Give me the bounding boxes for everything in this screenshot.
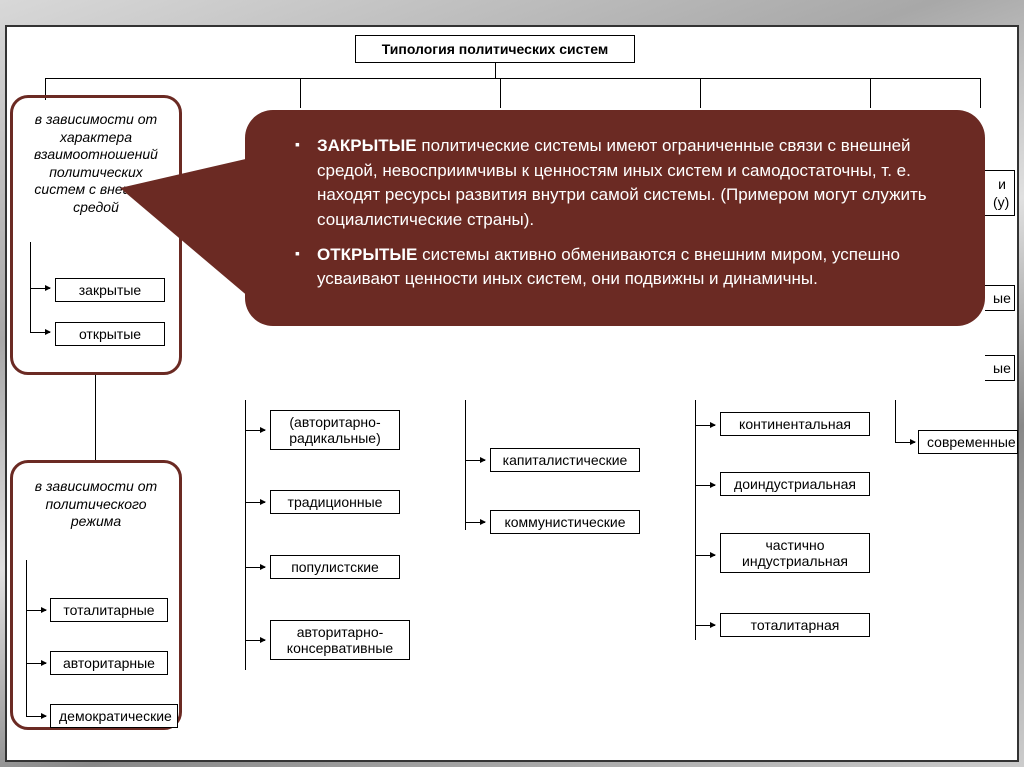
arrow-icon — [465, 522, 485, 523]
arrow-icon — [26, 716, 46, 717]
col5-item: частично индустриальная — [720, 533, 870, 573]
connector — [30, 242, 31, 332]
connector — [26, 560, 27, 716]
connector — [495, 63, 496, 78]
arrow-icon — [30, 288, 50, 289]
connector — [95, 375, 96, 460]
arrow-icon — [26, 663, 46, 664]
col2-item: авторитарные — [50, 651, 168, 675]
callout-list: ЗАКРЫТЫЕ политические системы имеют огра… — [295, 134, 951, 292]
col4-item: капиталистические — [490, 448, 640, 472]
partial-text: (у) — [993, 194, 1009, 210]
diagram-title: Типология политических систем — [355, 35, 635, 63]
arrow-icon — [695, 625, 715, 626]
col5-item: континентальная — [720, 412, 870, 436]
connector — [980, 78, 981, 108]
col6-partial-header: и (у) — [985, 170, 1015, 216]
arrow-icon — [245, 502, 265, 503]
callout-bold: ЗАКРЫТЫЕ — [317, 136, 417, 155]
col3-item: традиционные — [270, 490, 400, 514]
item-label: авторитарно-консервативные — [287, 624, 393, 656]
arrow-icon — [465, 460, 485, 461]
connector — [245, 400, 246, 670]
arrow-icon — [695, 555, 715, 556]
item-label: (авторитарно-радикальные) — [289, 414, 381, 446]
arrow-icon — [30, 332, 50, 333]
arrow-icon — [895, 442, 915, 443]
partial-text: и — [998, 176, 1006, 192]
arrow-icon — [695, 425, 715, 426]
connector — [700, 78, 701, 108]
col3-item: (авторитарно-радикальные) — [270, 410, 400, 450]
arrow-icon — [245, 640, 265, 641]
arrow-icon — [695, 485, 715, 486]
connector — [300, 78, 301, 108]
col3-item: авторитарно-консервативные — [270, 620, 410, 660]
connector — [500, 78, 501, 108]
col6-item: современные — [918, 430, 1018, 454]
connector — [895, 400, 896, 442]
col2-item: тоталитарные — [50, 598, 168, 622]
item-label: частично индустриальная — [742, 537, 848, 569]
col5-item: тоталитарная — [720, 613, 870, 637]
col2-item: демократические — [50, 704, 178, 728]
col1-item: открытые — [55, 322, 165, 346]
col3-item: популистские — [270, 555, 400, 579]
col4-item: коммунистические — [490, 510, 640, 534]
callout-pointer — [120, 158, 250, 298]
connector — [465, 400, 466, 530]
arrow-icon — [245, 430, 265, 431]
connector — [45, 78, 980, 79]
callout-box: ЗАКРЫТЫЕ политические системы имеют огра… — [245, 110, 985, 326]
col2-header: в зависимости от политического режима — [20, 472, 172, 537]
connector — [870, 78, 871, 108]
connector — [695, 400, 696, 640]
callout-bold: ОТКРЫТЫЕ — [317, 245, 417, 264]
arrow-icon — [245, 567, 265, 568]
col5-item: доиндустриальная — [720, 472, 870, 496]
col6-partial-item: ые — [985, 355, 1015, 381]
col6-partial-item: ые — [985, 285, 1015, 311]
arrow-icon — [26, 610, 46, 611]
callout-item: ЗАКРЫТЫЕ политические системы имеют огра… — [295, 134, 951, 233]
callout-item: ОТКРЫТЫЕ системы активно обмениваются с … — [295, 243, 951, 292]
